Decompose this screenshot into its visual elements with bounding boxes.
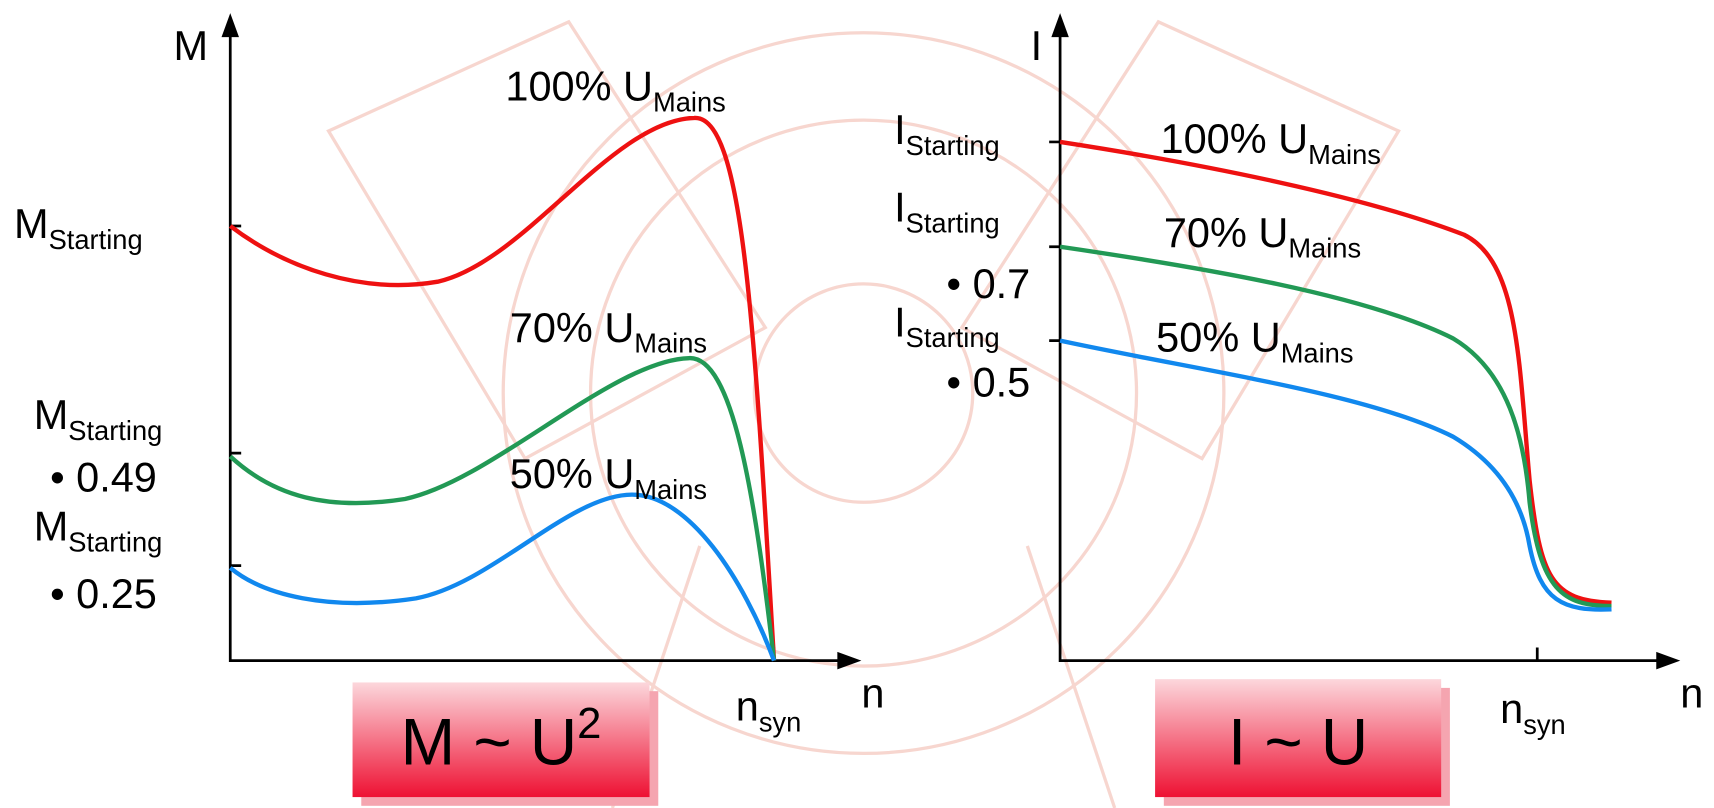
tick-factor: • 0.25 [50, 570, 157, 617]
text-part: 50% U [510, 450, 635, 497]
text-part: I [894, 184, 906, 231]
text-part: syn [1523, 709, 1565, 740]
text-part: Mains [1281, 338, 1354, 369]
curve-label: 100% UMains [1161, 115, 1381, 170]
formula-box [1155, 679, 1442, 798]
axes [1049, 32, 1667, 662]
text-part: Starting [49, 224, 143, 255]
curve-50 [1059, 338, 1612, 612]
curve-label: 50% UMains [510, 450, 707, 505]
left-chart: M n nsyn MStarting MStarting • 0.49 MSta… [14, 13, 884, 806]
text-part: Mains [634, 328, 707, 359]
text-part: M ~ U [401, 705, 578, 778]
tick-label: IStarting [894, 298, 1000, 353]
tick-factor: • 0.49 [50, 453, 157, 500]
text-part: 100% U [505, 62, 653, 109]
tick-label: IStarting [894, 106, 1000, 161]
watermark [326, 19, 1401, 808]
sync-label: nsyn [736, 683, 802, 738]
text-part: M [34, 502, 69, 549]
text-part: Starting [906, 208, 1000, 239]
tick-label: MStarting [34, 391, 163, 446]
curve-50 [228, 492, 777, 662]
formula: M ~ U2 [401, 699, 602, 778]
text-part: I [894, 106, 906, 153]
curve-70 [1059, 244, 1612, 609]
arrows [1051, 13, 1681, 670]
text-part: Mains [1288, 233, 1361, 264]
text-part: 70% U [1164, 209, 1289, 256]
curve-label: 70% UMains [510, 304, 707, 359]
text-part: Starting [68, 415, 162, 446]
text-part: 100% U [1161, 115, 1309, 162]
curve-label: 100% UMains [505, 62, 725, 117]
axis-label: I [1031, 22, 1043, 69]
text-part: Mains [653, 86, 726, 117]
text-part: Mains [1308, 139, 1381, 170]
text-part: Starting [906, 322, 1000, 353]
text-part: Starting [68, 526, 162, 557]
text-part: 50% U [1156, 314, 1281, 361]
formula-box [352, 682, 650, 798]
text-part: Mains [634, 474, 707, 505]
text-part: n [736, 683, 759, 730]
axis-label: M [173, 22, 208, 69]
tick-factor: • 0.7 [947, 260, 1031, 307]
text-part: M [14, 200, 49, 247]
text-part: Starting [906, 130, 1000, 161]
text-part: I [894, 298, 906, 345]
text-part: 2 [577, 699, 601, 748]
curve-100 [228, 115, 777, 661]
text-part: syn [759, 707, 801, 738]
tick-label: IStarting [894, 184, 1000, 239]
text-part: n [1500, 685, 1523, 732]
formula: I ~ U [1228, 705, 1368, 778]
axes [228, 32, 848, 662]
right-chart: I n nsyn IStarting IStarting • 0.7 IStar… [894, 13, 1703, 806]
text-part: 70% U [510, 304, 635, 351]
curve-label: 50% UMains [1156, 314, 1353, 369]
axis-label: n [861, 670, 884, 717]
curve-70 [228, 355, 777, 661]
tick-label: MStarting [34, 502, 163, 557]
axis-label: n [1680, 670, 1703, 717]
tick-factor: • 0.5 [947, 358, 1031, 405]
curve-label: 70% UMains [1164, 209, 1361, 264]
sync-label: nsyn [1500, 685, 1566, 740]
text-part: M [34, 391, 69, 438]
tick-label: MStarting [14, 200, 143, 255]
